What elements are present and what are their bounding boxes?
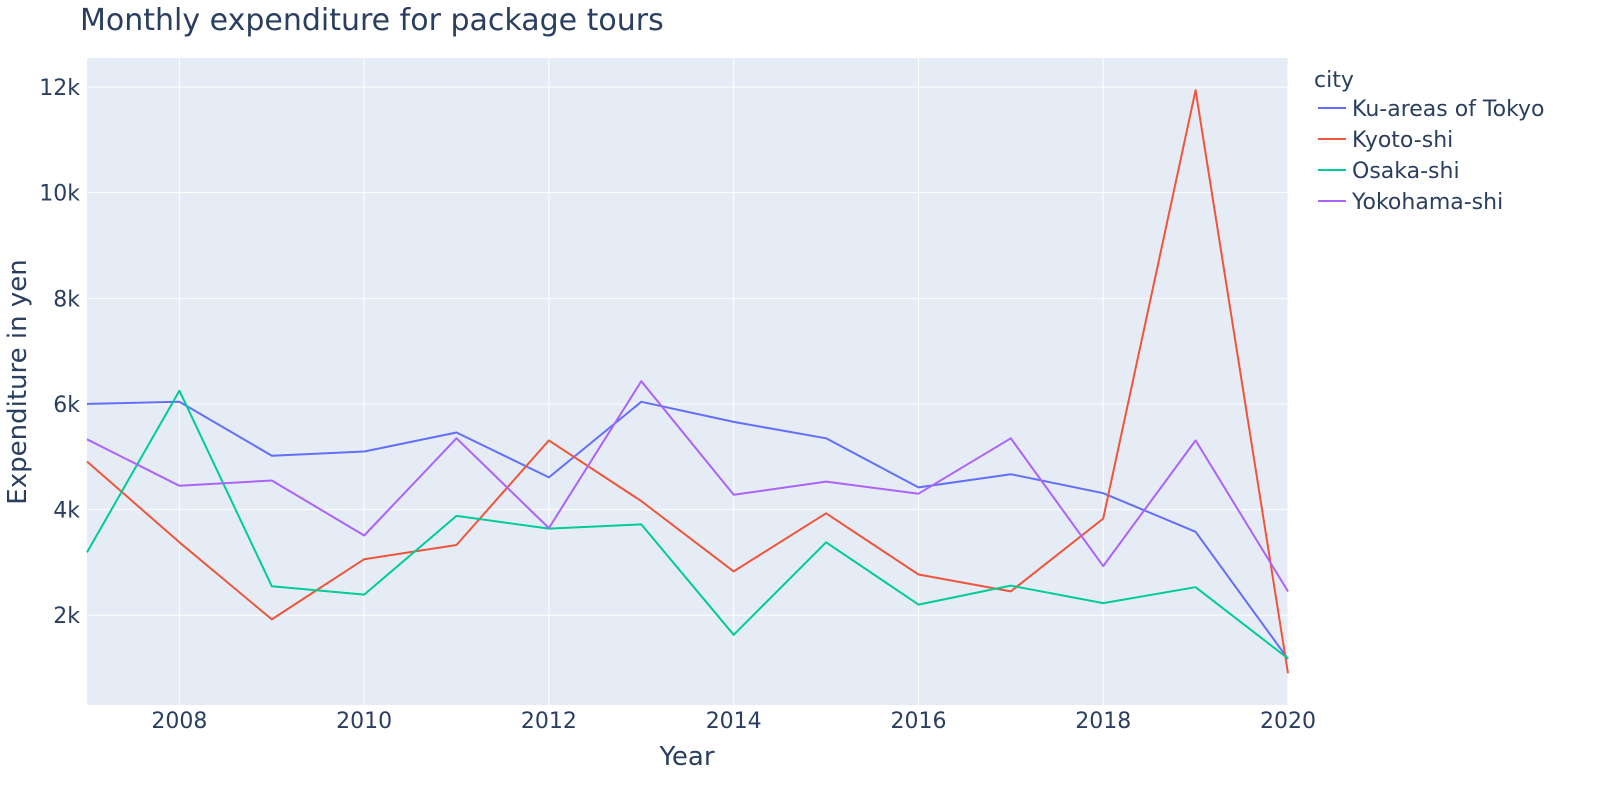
legend-label: Yokohama-shi [1351,190,1503,215]
legend-label: Kyoto-shi [1352,128,1453,153]
x-tick-label: 2020 [1260,709,1316,734]
legend: city Ku-areas of Tokyo Kyoto-shi Osaka-shi… [1314,68,1545,215]
y-axis-title: Expenditure in yen [3,259,33,504]
series-line [86,380,1289,592]
series-line [86,89,1289,674]
series-line [86,400,1289,660]
y-tick-label: 10k [39,182,80,207]
y-tick-label: 2k [53,604,80,629]
x-tick-label: 2008 [151,709,207,734]
x-tick-label: 2014 [706,709,762,734]
y-tick-label: 6k [53,393,80,418]
y-axis-ticks: 2k 4k 6k 8k 10k 12k [39,76,80,629]
x-axis-title: Year [658,742,714,772]
legend-label: Osaka-shi [1352,159,1460,184]
series-lines [86,89,1289,674]
x-tick-label: 2010 [336,709,392,734]
y-tick-label: 4k [53,499,80,524]
chart-title: Monthly expenditure for package tours [80,3,664,38]
y-tick-label: 12k [39,76,80,101]
x-tick-label: 2018 [1075,709,1131,734]
legend-label: Ku-areas of Tokyo [1352,97,1545,122]
x-axis-ticks: 2008 2010 2012 2014 2016 2018 2020 [151,709,1316,734]
x-tick-label: 2016 [890,709,946,734]
y-tick-label: 8k [53,287,80,312]
grid [87,58,1289,705]
x-tick-label: 2012 [521,709,577,734]
series-line [86,389,1289,660]
plot-area [87,58,1288,705]
legend-title: city [1314,68,1354,93]
